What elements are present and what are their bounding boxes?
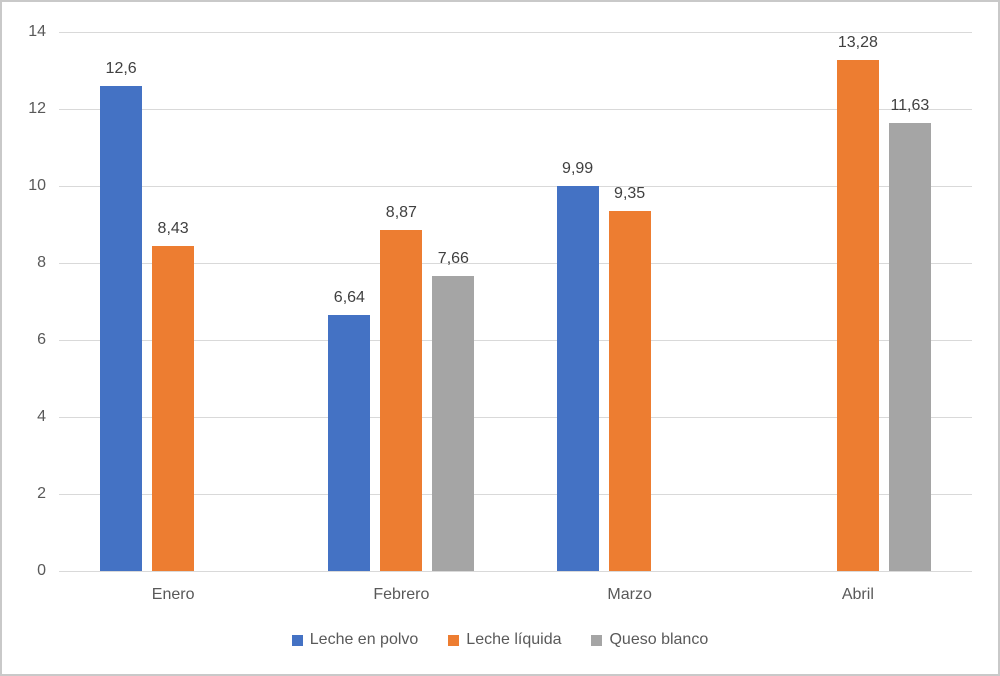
bar-leche-liquida-enero [152, 246, 195, 571]
data-label-queso-blanco-febrero: 7,66 [437, 250, 469, 268]
gridline [59, 570, 972, 572]
y-axis-tick-label: 8 [37, 254, 46, 271]
x-axis-label-febrero: Febrero [373, 586, 430, 603]
gridline [59, 185, 972, 187]
data-label-leche-liquida-febrero: 8,87 [385, 203, 417, 221]
y-axis-tick-label: 10 [28, 177, 46, 194]
data-label-leche-en-polvo-enero: 12,6 [105, 59, 137, 77]
y-axis-tick-label: 4 [37, 408, 46, 425]
legend-swatch-icon [448, 634, 460, 646]
gridline [59, 493, 972, 495]
bar-queso-blanco-abril [888, 123, 931, 571]
y-axis-tick-label: 12 [28, 100, 46, 117]
gridline [59, 31, 972, 33]
y-axis-tick-label: 2 [37, 485, 46, 502]
bar-leche-liquida-abril [836, 59, 879, 571]
gridline [59, 416, 972, 418]
y-axis-tick-label: 14 [28, 23, 46, 40]
data-label-leche-en-polvo-febrero: 6,64 [333, 289, 365, 307]
data-label-leche-liquida-abril: 13,28 [837, 33, 878, 51]
gridline [59, 339, 972, 341]
legend-item-leche-liquida: Leche líquida [448, 630, 561, 650]
legend-label: Leche líquida [466, 631, 562, 648]
bar-leche-liquida-marzo [608, 211, 651, 571]
bar-leche-en-polvo-febrero [328, 315, 371, 571]
bar-leche-liquida-febrero [380, 229, 423, 571]
x-axis-label-enero: Enero [151, 586, 195, 603]
x-axis-label-abril: Abril [841, 586, 874, 603]
bar-leche-en-polvo-marzo [556, 186, 599, 571]
x-axis-label-marzo: Marzo [607, 586, 652, 603]
legend-swatch-icon [291, 634, 303, 646]
data-label-queso-blanco-abril: 11,63 [890, 97, 930, 115]
legend: Leche en polvo Leche líquida Queso blanco [2, 630, 998, 650]
legend-label: Queso blanco [609, 631, 709, 648]
data-label-leche-liquida-marzo: 9,35 [614, 185, 646, 203]
legend-label: Leche en polvo [309, 631, 419, 648]
gridline [59, 262, 972, 264]
gridline [59, 108, 972, 110]
legend-swatch-icon [591, 634, 603, 646]
legend-item-queso-blanco: Queso blanco [591, 630, 708, 650]
data-label-leche-en-polvo-marzo: 9,99 [562, 160, 594, 178]
data-label-leche-liquida-enero: 8,43 [157, 220, 189, 238]
plot-area: 12,6 8,43 6,64 8,87 7,66 9,99 9,35 13,28 11,63 [59, 31, 972, 572]
y-axis-tick-label: 0 [37, 562, 46, 579]
bar-queso-blanco-febrero [432, 276, 475, 571]
legend-item-leche-en-polvo: Leche en polvo [291, 630, 419, 650]
bar-leche-en-polvo-enero [100, 85, 143, 571]
y-axis-tick-label: 6 [37, 331, 46, 348]
